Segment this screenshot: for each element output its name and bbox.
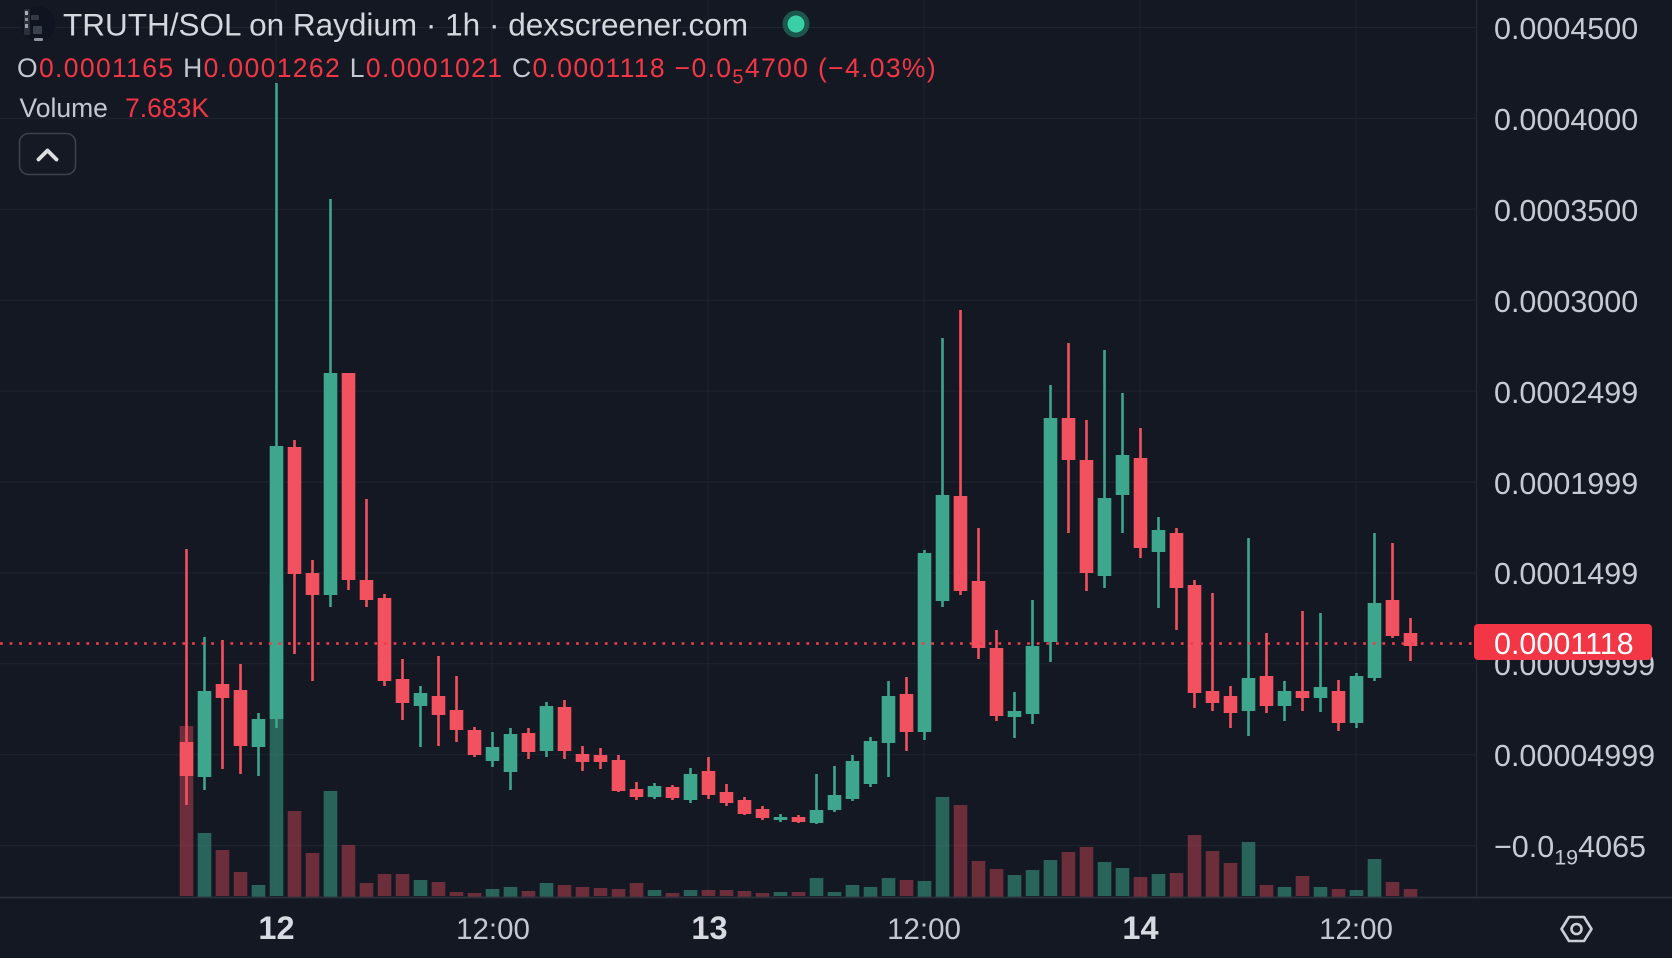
svg-text:12: 12 <box>258 910 294 946</box>
svg-text:0.0004500: 0.0004500 <box>1494 12 1638 46</box>
svg-text:0.0001499: 0.0001499 <box>1494 557 1638 591</box>
svg-text:Volume: Volume <box>20 93 108 123</box>
svg-text:0.0001999: 0.0001999 <box>1494 467 1638 501</box>
svg-text:0.0002499: 0.0002499 <box>1494 376 1638 410</box>
svg-text:0.0003500: 0.0003500 <box>1494 194 1638 228</box>
svg-text:0.0004000: 0.0004000 <box>1494 103 1638 137</box>
svg-text:13: 13 <box>691 910 727 946</box>
svg-text:12:00: 12:00 <box>887 913 961 946</box>
svg-text:12:00: 12:00 <box>456 913 530 946</box>
svg-text:14: 14 <box>1122 910 1158 946</box>
svg-text:7.683K: 7.683K <box>125 93 209 123</box>
svg-text:0.0001118: 0.0001118 <box>1494 627 1634 661</box>
svg-text:TRUTH/SOL on Raydium · 1h · de: TRUTH/SOL on Raydium · 1h · dexscreener.… <box>63 7 748 43</box>
svg-text:0.00004999: 0.00004999 <box>1494 739 1655 773</box>
svg-text:0.0003000: 0.0003000 <box>1494 285 1638 319</box>
svg-text:12:00: 12:00 <box>1319 913 1393 946</box>
svg-text:O0.0001165 H0.0001262 L0.00010: O0.0001165 H0.0001262 L0.0001021 C0.0001… <box>17 53 937 89</box>
